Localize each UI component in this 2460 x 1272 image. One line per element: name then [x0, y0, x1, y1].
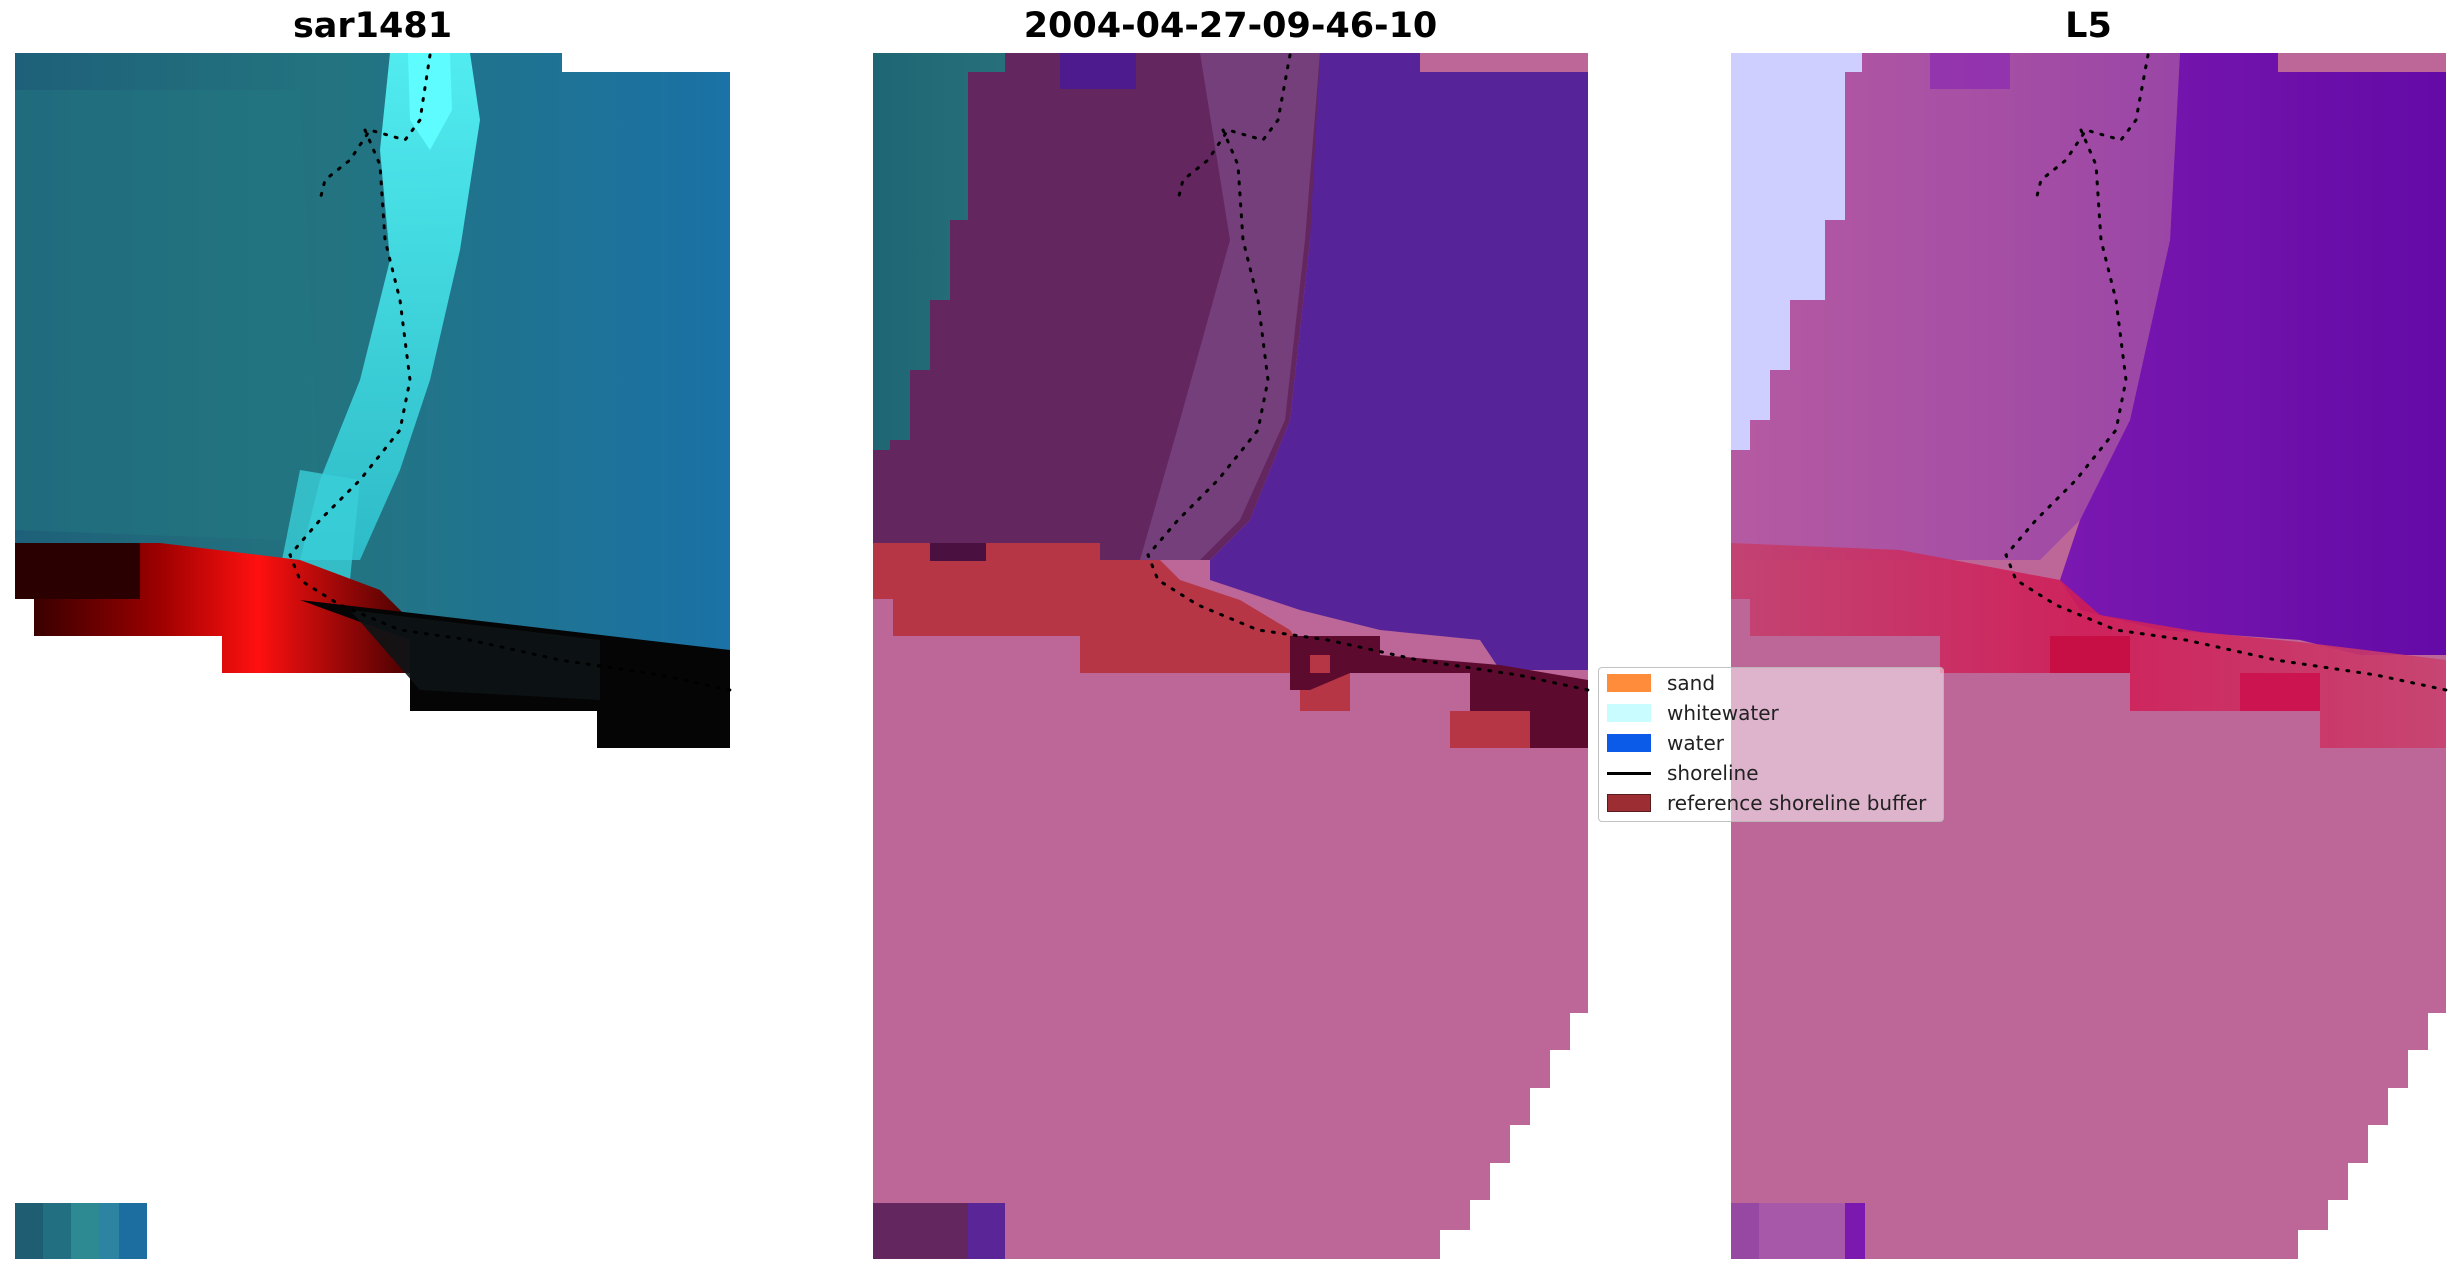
legend-swatch-reference-buffer — [1607, 794, 1651, 812]
legend: sand whitewater water shoreline referenc… — [1598, 667, 1944, 822]
legend-label: whitewater — [1667, 701, 1779, 725]
panel-l5 — [1731, 53, 2446, 1259]
shoreline-dots — [288, 53, 2448, 692]
legend-swatch-water — [1607, 734, 1651, 752]
legend-swatch-sand — [1607, 674, 1651, 692]
legend-label: sand — [1667, 671, 1716, 695]
panel-title-date: 2004-04-27-09-46-10 — [1023, 6, 1438, 46]
panel-title-l5: L5 — [2065, 6, 2112, 46]
legend-swatch-whitewater — [1607, 704, 1651, 722]
legend-line-shoreline — [1607, 771, 1651, 775]
legend-label: reference shoreline buffer — [1667, 791, 1927, 815]
legend-item-whitewater: whitewater — [1607, 698, 1779, 728]
legend-item-sand: sand — [1607, 668, 1715, 698]
legend-item-reference-buffer: reference shoreline buffer — [1607, 788, 1926, 818]
legend-item-water: water — [1607, 728, 1724, 758]
legend-item-shoreline: shoreline — [1607, 758, 1759, 788]
panel-sar1481 — [15, 53, 730, 1259]
legend-label: shoreline — [1667, 761, 1759, 785]
legend-label: water — [1667, 731, 1724, 755]
panel-title-sar1481: sar1481 — [292, 6, 453, 46]
panel-classified — [873, 53, 1588, 1259]
